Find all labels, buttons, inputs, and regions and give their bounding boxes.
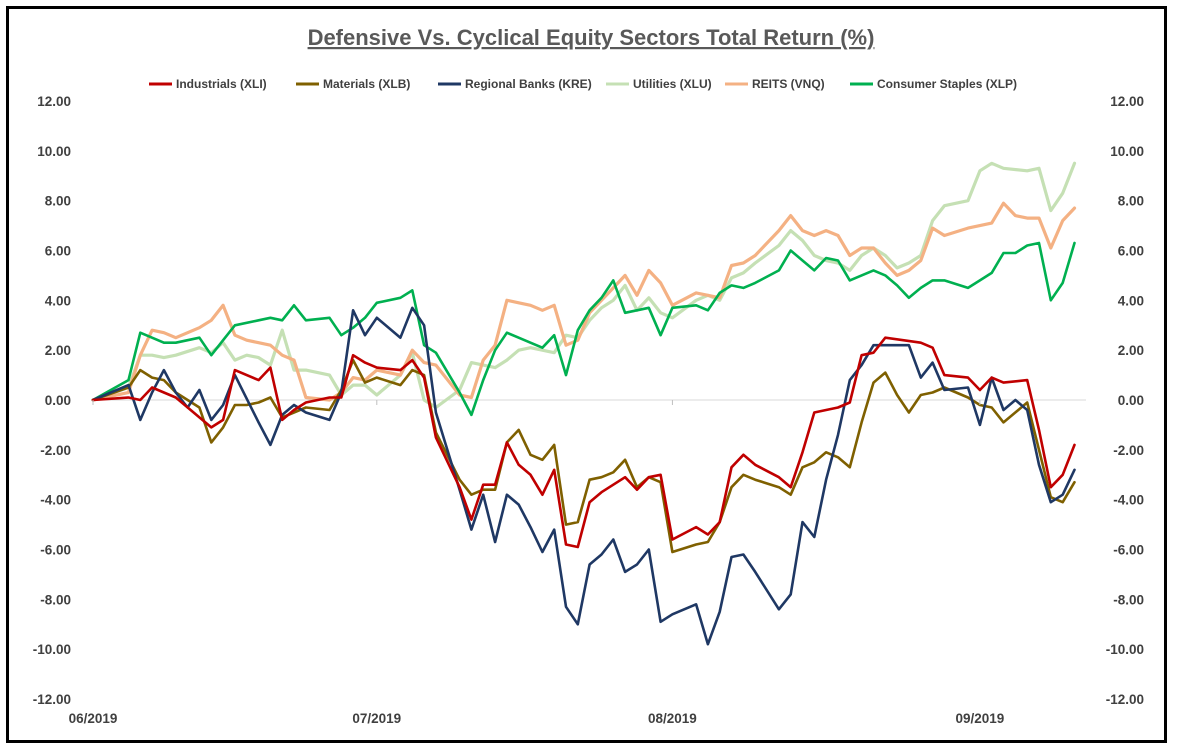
series-line-industrials-xli (91, 336, 1076, 549)
y-tick-label-right: -8.00 (1113, 592, 1144, 607)
y-tick-label-right: -10.00 (1106, 642, 1144, 657)
y-tick-label-left: -6.00 (40, 543, 71, 558)
x-tick-label: 09/2019 (955, 711, 1004, 726)
y-tick-label-right: -6.00 (1113, 543, 1144, 558)
legend-label: Materials (XLB) (323, 77, 410, 91)
legend-label: Industrials (XLI) (176, 77, 267, 91)
y-tick-label-right: 2.00 (1118, 343, 1144, 358)
legend: Industrials (XLI) Materials (XLB) Regional… (149, 77, 1017, 91)
series-line-utilities-xlu (91, 161, 1077, 410)
y-axis-left: 12.00 10.00 8.00 6.00 4.00 2.00 0.00 -2.00 -4.00… (33, 94, 71, 707)
chart-frame: Defensive Vs. Cyclical Equity Sectors To… (6, 6, 1167, 743)
chart-title: Defensive Vs. Cyclical Equity Sectors To… (308, 25, 875, 50)
x-tick-label: 08/2019 (648, 711, 697, 726)
x-tick-label: 07/2019 (352, 711, 401, 726)
y-tick-label-left: 10.00 (37, 144, 71, 159)
x-tick-label: 06/2019 (69, 711, 118, 726)
x-axis: 06/2019 07/2019 08/2019 09/2019 (69, 400, 1004, 726)
y-tick-label-right: 0.00 (1118, 393, 1144, 408)
legend-label: Regional Banks (KRE) (465, 77, 592, 91)
y-tick-label-right: 6.00 (1118, 244, 1144, 259)
y-tick-label-left: 6.00 (45, 244, 71, 259)
y-tick-label-right: 8.00 (1118, 194, 1144, 209)
y-tick-label-left: 4.00 (45, 293, 71, 308)
series-lines (91, 161, 1077, 646)
y-tick-label-left: -8.00 (40, 592, 71, 607)
y-tick-label-left: 2.00 (45, 343, 71, 358)
y-tick-label-right: -2.00 (1113, 443, 1144, 458)
y-tick-label-right: 4.00 (1118, 293, 1144, 308)
y-tick-label-right: 12.00 (1110, 94, 1144, 109)
y-tick-label-left: 0.00 (45, 393, 71, 408)
y-tick-label-right: -12.00 (1106, 692, 1144, 707)
y-tick-label-left: -4.00 (40, 493, 71, 508)
series-line-reits-vnq (91, 201, 1077, 402)
legend-label: Consumer Staples (XLP) (877, 77, 1017, 91)
series-line-regional-banks-kre (91, 306, 1076, 646)
y-tick-label-left: -12.00 (33, 692, 71, 707)
legend-label: REITS (VNQ) (752, 77, 825, 91)
series-line-materials-xlb (91, 358, 1076, 554)
series-line-consumer-staples-xlp (91, 241, 1076, 417)
y-tick-label-left: -2.00 (40, 443, 71, 458)
line-chart: Defensive Vs. Cyclical Equity Sectors To… (33, 25, 1144, 726)
y-tick-label-left: -10.00 (33, 642, 71, 657)
y-tick-label-left: 12.00 (37, 94, 71, 109)
y-tick-label-right: -4.00 (1113, 493, 1144, 508)
y-tick-label-right: 10.00 (1110, 144, 1144, 159)
y-tick-label-left: 8.00 (45, 194, 71, 209)
y-axis-right: 12.00 10.00 8.00 6.00 4.00 2.00 0.00 -2.00 -4.00… (1106, 94, 1144, 707)
legend-label: Utilities (XLU) (633, 77, 712, 91)
